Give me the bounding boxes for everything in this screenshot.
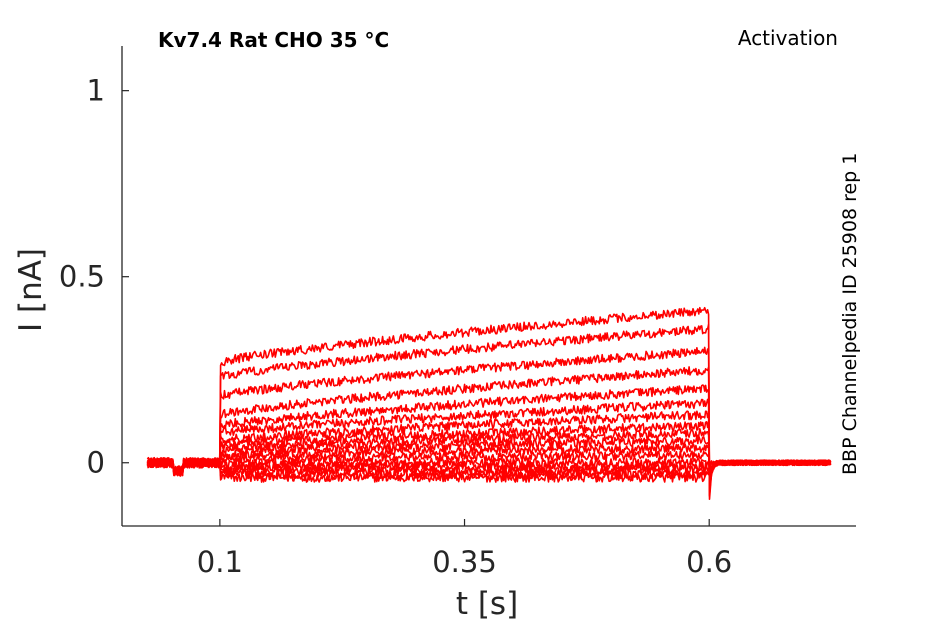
protocol-label: Activation <box>738 26 838 50</box>
x-tick-label: 0.1 <box>197 545 243 579</box>
x-axis-label: t [s] <box>456 586 518 622</box>
current-trace <box>146 306 832 500</box>
y-tick-label: 0 <box>87 446 105 480</box>
y-tick-label: 1 <box>87 74 105 108</box>
trace-group <box>146 306 832 500</box>
chart-title: Kv7.4 Rat CHO 35 °C <box>158 28 389 52</box>
tick-group: 0.1 0.35 0.6 0 0.5 1 <box>59 74 732 579</box>
x-tick-label: 0.6 <box>686 545 732 579</box>
y-tick-label: 0.5 <box>59 260 105 294</box>
x-tick-label: 0.35 <box>432 545 497 579</box>
side-label: BBP Channelpedia ID 25908 rep 1 <box>839 153 861 475</box>
y-axis-label: I [nA] <box>13 248 49 332</box>
